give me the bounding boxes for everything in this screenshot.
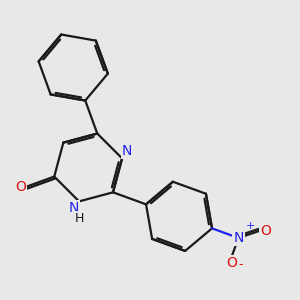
Text: -: - [239, 259, 243, 272]
Text: O: O [260, 224, 271, 238]
Text: N: N [69, 201, 79, 215]
Text: O: O [15, 180, 26, 194]
Text: O: O [226, 256, 237, 270]
Text: N: N [233, 231, 244, 245]
Text: H: H [74, 212, 84, 225]
Text: N: N [122, 144, 133, 158]
Text: +: + [245, 221, 255, 231]
